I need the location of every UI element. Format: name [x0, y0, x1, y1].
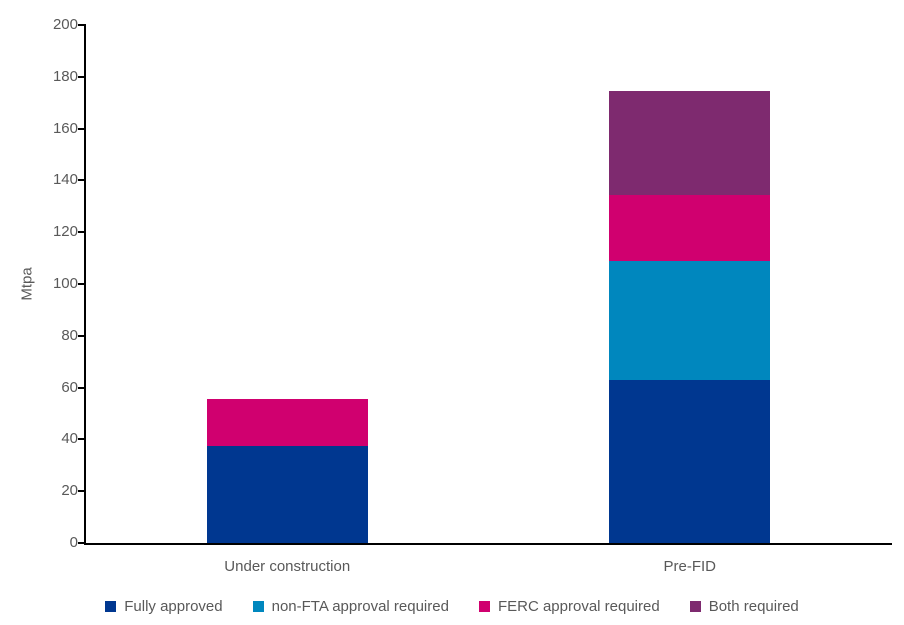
- bar-segment-fully-approved: [609, 379, 771, 543]
- x-axis-line: [84, 543, 892, 545]
- y-tick-label: 160: [52, 119, 78, 137]
- category-label-under-construction: Under construction: [224, 558, 351, 575]
- y-tick-mark: [78, 438, 84, 441]
- legend-label: Fully approved: [124, 598, 223, 615]
- legend-swatch-icon: [252, 601, 264, 612]
- y-tick-label: 40: [61, 430, 78, 448]
- legend-label: non-FTA approval required: [271, 598, 449, 615]
- legend-label: Both required: [708, 598, 799, 615]
- legend-item-fully-approved: Fully approved: [105, 598, 223, 615]
- legend-item-both-required: Both required: [689, 598, 799, 615]
- y-tick-label: 60: [61, 378, 78, 396]
- y-tick-mark: [78, 542, 84, 544]
- plot-area: [86, 25, 891, 543]
- legend-swatch-icon: [105, 601, 117, 612]
- y-tick-label: 20: [61, 482, 78, 500]
- y-tick-label: 200: [52, 16, 78, 33]
- y-tick-mark: [78, 75, 84, 78]
- legend: Fully approved non-FTA approval required F…: [0, 598, 904, 615]
- category-label-pre-fid: Pre-FID: [663, 558, 717, 575]
- y-tick-label: 140: [52, 171, 78, 189]
- bar-segment-fully-approved: [206, 445, 368, 543]
- y-tick-mark: [78, 127, 84, 130]
- bar-segment-non-fta-approval-required: [609, 260, 771, 380]
- bar-segment-ferc-approval-required: [609, 194, 771, 261]
- y-tick-mark: [78, 386, 84, 389]
- y-tick-label: 80: [61, 326, 78, 344]
- y-tick-label: 100: [52, 275, 78, 292]
- y-tick-mark: [78, 334, 84, 337]
- y-tick-mark: [78, 283, 84, 285]
- legend-label: FERC approval required: [497, 598, 660, 615]
- y-axis-line: [84, 24, 86, 545]
- y-tick-mark: [78, 24, 84, 26]
- bar-segment-ferc-approval-required: [206, 399, 368, 446]
- y-tick-mark: [78, 490, 84, 493]
- y-tick-label: 0: [69, 534, 78, 551]
- legend-item-non-fta-approval-required: non-FTA approval required: [252, 598, 449, 615]
- y-tick-label: 120: [52, 223, 78, 241]
- legend-swatch-icon: [689, 601, 701, 612]
- y-tick-mark: [78, 179, 84, 182]
- y-tick-mark: [78, 231, 84, 234]
- bar-segment-both-required: [609, 91, 771, 195]
- legend-item-ferc-approval-required: FERC approval required: [478, 598, 660, 615]
- legend-swatch-icon: [478, 601, 490, 612]
- y-tick-label: 180: [52, 67, 78, 85]
